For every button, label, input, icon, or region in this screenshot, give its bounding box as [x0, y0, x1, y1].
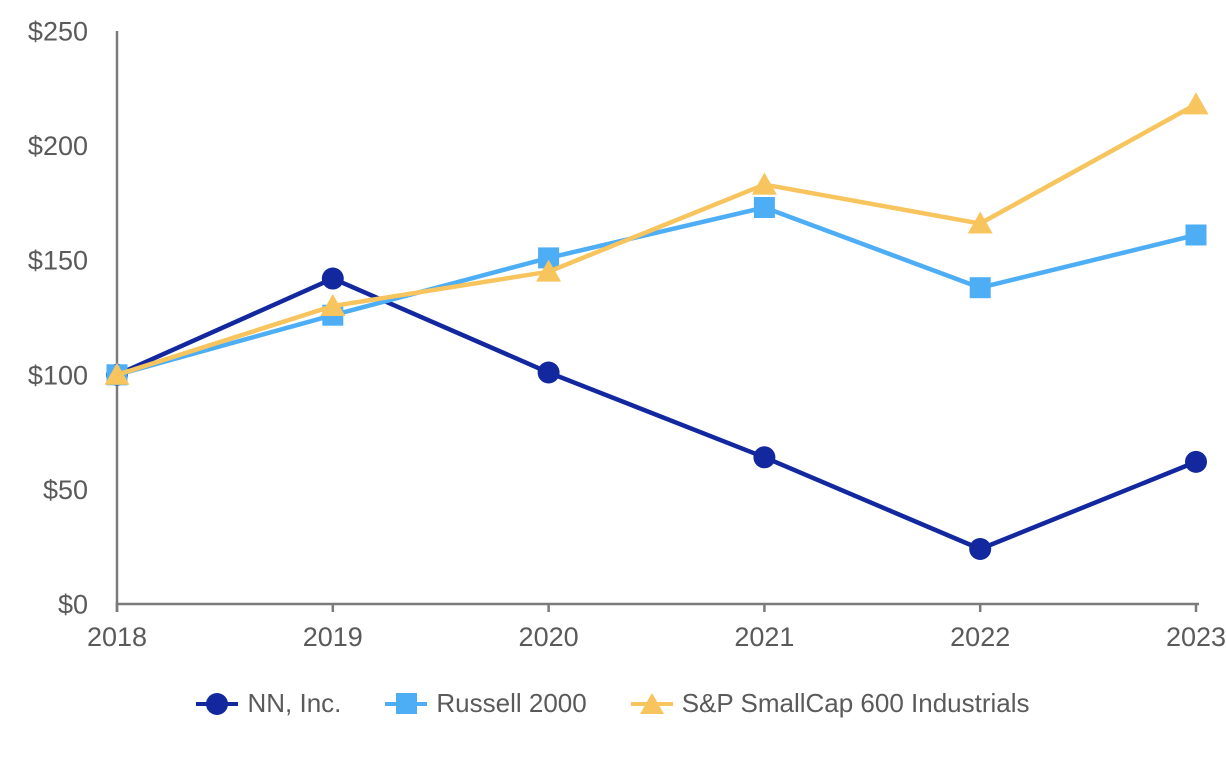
y-axis-tick-label: $200 [28, 131, 88, 161]
circle-marker-icon [206, 692, 229, 715]
series-line-russell-2000 [114, 205, 1199, 378]
x-axis-tick-label: 2019 [303, 622, 363, 652]
data-point-circle-marker [969, 537, 992, 560]
data-point-triangle-marker [320, 294, 346, 317]
legend-circle-marker-icon [196, 691, 239, 717]
legend-square-marker-icon [385, 691, 428, 717]
y-axis-tick-label: $250 [28, 17, 88, 47]
y-axis-tick-label: $100 [28, 360, 88, 390]
data-point-triangle-marker [1183, 92, 1209, 115]
data-point-circle-marker [1185, 450, 1207, 473]
data-point-triangle-marker [751, 172, 777, 195]
x-axis-tick-label: 2021 [734, 622, 794, 652]
data-point-circle-marker [753, 446, 776, 469]
legend-item-sp-smallcap-600-industrials: S&P SmallCap 600 Industrials [630, 688, 1030, 719]
legend-item-russell-2000: Russell 2000 [385, 688, 587, 719]
data-point-circle-marker [537, 361, 560, 384]
data-point-triangle-marker [536, 259, 562, 282]
data-point-triangle-marker [104, 362, 130, 385]
series-line-s-p-smallcap-600-industrials [114, 102, 1199, 378]
series-line-nn-inc [114, 276, 1199, 552]
y-axis-tick-label: $0 [58, 590, 88, 620]
legend-label-russell-2000: Russell 2000 [436, 688, 587, 718]
y-axis-tick-label: $50 [43, 475, 88, 505]
data-point-triangle-marker [967, 211, 993, 234]
x-axis-tick-label: 2018 [87, 622, 147, 652]
data-point-circle-marker [321, 267, 344, 290]
x-axis-tick-label: 2022 [950, 622, 1010, 652]
legend-label-sp-smallcap-600-industrials: S&P SmallCap 600 Industrials [681, 688, 1030, 718]
x-axis-tick-label: 2020 [519, 622, 579, 652]
chart-plot-area: $0 $50 $100 $150 $200 $250 2018 2019 2020 2021 202… [28, 17, 1226, 653]
data-point-square-marker [1185, 224, 1207, 246]
legend-label-nn-inc: NN, Inc. [247, 688, 342, 718]
data-point-square-marker [969, 277, 991, 299]
x-axis-tick-label: 2023 [1166, 622, 1226, 652]
data-point-square-marker [753, 196, 775, 218]
square-marker-icon [395, 693, 417, 714]
triangle-marker-icon [639, 692, 664, 714]
chart-legend: NN, Inc. Russell 2000 S&P SmallCap 600 I… [0, 688, 1226, 719]
data-point-square-marker [538, 247, 560, 269]
legend-triangle-marker-icon [630, 691, 673, 717]
y-axis-tick-label: $150 [28, 246, 88, 276]
legend-item-nn-inc: NN, Inc. [196, 688, 341, 719]
